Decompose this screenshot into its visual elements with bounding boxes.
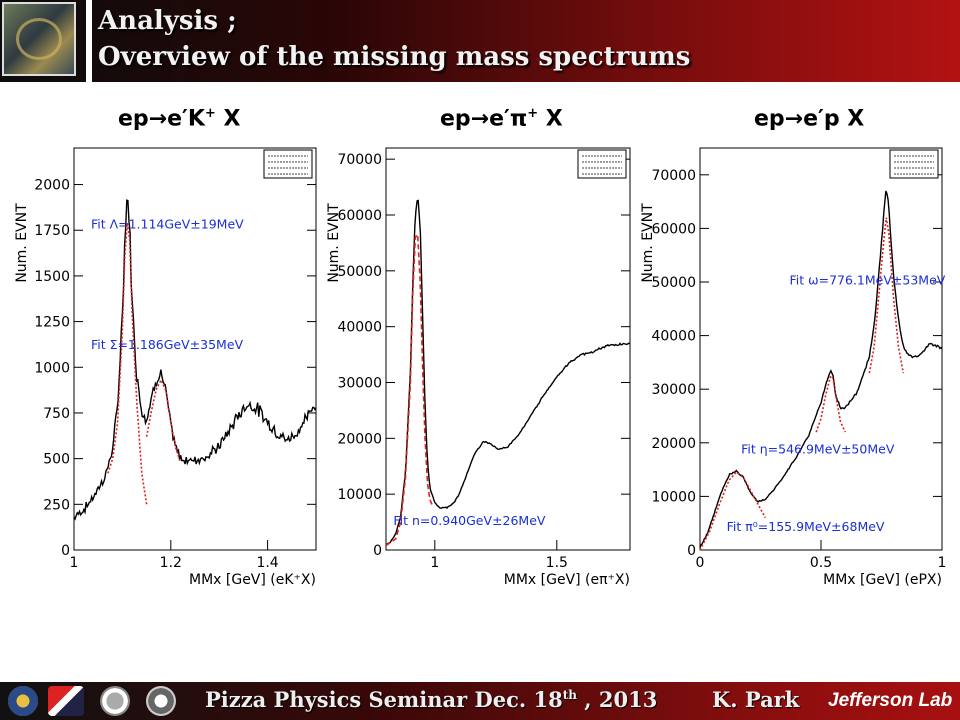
plot-frame bbox=[73, 147, 317, 551]
slide-title-line-2: Overview of the missing mass spectrums bbox=[98, 42, 691, 72]
slide-footer: Pizza Physics Seminar Dec. 18th , 2013 K… bbox=[0, 682, 960, 720]
fit-annotation: Fit n=0.940GeV±26MeV bbox=[393, 513, 546, 528]
stats-box bbox=[263, 149, 313, 179]
x-tick-label: 0 bbox=[696, 555, 705, 571]
panel-title-tail: X bbox=[839, 106, 865, 132]
fit-curve bbox=[699, 471, 767, 551]
y-tick-label: 1250 bbox=[34, 315, 70, 331]
y-axis-label: Num. EVNT bbox=[640, 203, 656, 283]
panel-title-kaon: ep→e′K+ X bbox=[118, 106, 240, 131]
data-curve bbox=[385, 199, 631, 546]
seminar-year: , 2013 bbox=[576, 687, 658, 712]
y-tick-label: 500 bbox=[43, 452, 70, 468]
stats-box bbox=[577, 149, 627, 179]
seminar-name: Pizza Physics Seminar Dec. 18 bbox=[205, 687, 563, 712]
fit-curve bbox=[145, 378, 182, 463]
fit-annotation: Fit π⁰=155.9MeV±68MeV bbox=[727, 519, 885, 534]
y-tick-label: 40000 bbox=[337, 320, 382, 336]
panel-title-sup: + bbox=[527, 106, 539, 121]
y-tick-label: 30000 bbox=[337, 376, 382, 392]
x-axis-label: MMx [GeV] (eK⁺X) bbox=[189, 572, 316, 588]
chart-panel-kaon: 0 250 500 750 1000 1250 1500 1750 2000 1 1.2 1.4 Num… bbox=[14, 147, 317, 588]
fit-annotation: Fit Σ=1.186GeV±35MeV bbox=[91, 337, 244, 352]
x-tick-label: 1.5 bbox=[546, 555, 568, 571]
y-tick-label: 30000 bbox=[651, 382, 696, 398]
slide-title-line-1: Analysis ; bbox=[98, 6, 237, 36]
fit-annotation: Fit η=546.9MeV±50MeV bbox=[741, 442, 895, 457]
panel-title-pion: ep→e′π+ X bbox=[440, 106, 563, 131]
fit-annotation: Fit ω=776.1MeV±53MeV bbox=[790, 273, 946, 288]
panel-title-pre: ep bbox=[440, 106, 471, 132]
y-tick-label: 0 bbox=[61, 543, 70, 559]
y-tick-label: 0 bbox=[687, 543, 696, 559]
panel-title-tail: X bbox=[538, 106, 563, 132]
y-tick-label: 10000 bbox=[337, 487, 382, 503]
y-tick-label: 1000 bbox=[34, 360, 70, 376]
y-tick-label: 750 bbox=[43, 406, 70, 422]
arrow-icon: → bbox=[148, 106, 168, 132]
y-tick-label: 60000 bbox=[337, 208, 382, 224]
author-name: K. Park bbox=[712, 687, 800, 712]
panel-title-post: e′π bbox=[489, 106, 528, 132]
plot-frame bbox=[385, 147, 631, 551]
panel-title-proton: ep→e′p X bbox=[754, 106, 864, 131]
plot-frame bbox=[699, 147, 943, 551]
university-crest bbox=[146, 686, 176, 716]
data-curve bbox=[699, 190, 943, 548]
y-tick-label: 10000 bbox=[651, 489, 696, 505]
x-tick-label: 0.5 bbox=[810, 555, 832, 571]
arrow-icon: → bbox=[470, 106, 490, 132]
fit-annotation: Fit Λ=1.114GeV±19MeV bbox=[91, 216, 244, 231]
x-tick-label: 1 bbox=[430, 555, 439, 571]
stats-box bbox=[889, 149, 939, 179]
y-tick-label: 20000 bbox=[337, 431, 382, 447]
y-tick-label: 60000 bbox=[651, 221, 696, 237]
slide-header: Analysis ; Overview of the missing mass … bbox=[0, 0, 960, 82]
y-tick-label: 50000 bbox=[337, 264, 382, 280]
fit-curve bbox=[385, 232, 434, 547]
x-axis-label: MMx [GeV] (ePX) bbox=[823, 572, 942, 588]
y-tick-label: 1750 bbox=[34, 223, 70, 239]
panel-title-pre: ep bbox=[118, 106, 149, 132]
seminar-info: Pizza Physics Seminar Dec. 18th , 2013 bbox=[205, 687, 657, 712]
data-curve bbox=[73, 199, 317, 521]
y-tick-label: 70000 bbox=[651, 168, 696, 184]
jsa-logo bbox=[48, 686, 84, 716]
x-tick-label: 1 bbox=[70, 555, 79, 571]
y-tick-label: 20000 bbox=[651, 436, 696, 452]
arrow-icon: → bbox=[784, 106, 804, 132]
panel-title-post: e′p bbox=[803, 106, 840, 132]
panel-title-sup: + bbox=[204, 106, 216, 121]
panel-title-post: e′K bbox=[167, 106, 205, 132]
y-axis-label: Num. EVNT bbox=[326, 203, 342, 283]
y-tick-label: 0 bbox=[373, 543, 382, 559]
panel-title-tail: X bbox=[215, 106, 241, 132]
y-tick-label: 70000 bbox=[337, 152, 382, 168]
university-seal bbox=[100, 686, 130, 716]
chart-panel-proton: 0 10000 20000 30000 40000 50000 60000 70000 0 0.5… bbox=[640, 147, 947, 588]
detector-photo bbox=[2, 2, 76, 76]
y-tick-label: 50000 bbox=[651, 275, 696, 291]
y-axis-label: Num. EVNT bbox=[14, 203, 30, 283]
fit-curve bbox=[868, 217, 905, 374]
y-tick-label: 250 bbox=[43, 497, 70, 513]
y-tick-label: 1500 bbox=[34, 269, 70, 285]
header-accent-bar bbox=[86, 0, 92, 82]
x-tick-label: 1.4 bbox=[256, 555, 278, 571]
x-tick-label: 1.2 bbox=[160, 555, 182, 571]
x-tick-label: 1 bbox=[938, 555, 947, 571]
seminar-date-suffix: th bbox=[562, 688, 577, 702]
fit-curve bbox=[107, 222, 148, 505]
y-tick-label: 40000 bbox=[651, 329, 696, 345]
institution-logo bbox=[8, 686, 38, 716]
y-tick-label: 2000 bbox=[34, 178, 70, 194]
jefferson-lab-logo: Jefferson Lab bbox=[828, 690, 953, 711]
fit-curve bbox=[815, 374, 846, 433]
chart-panel-pion: 0 10000 20000 30000 40000 50000 60000 70000 1 1.5… bbox=[326, 147, 631, 588]
panel-title-pre: ep bbox=[754, 106, 785, 132]
x-axis-label: MMx [GeV] (eπ⁺X) bbox=[504, 572, 630, 588]
